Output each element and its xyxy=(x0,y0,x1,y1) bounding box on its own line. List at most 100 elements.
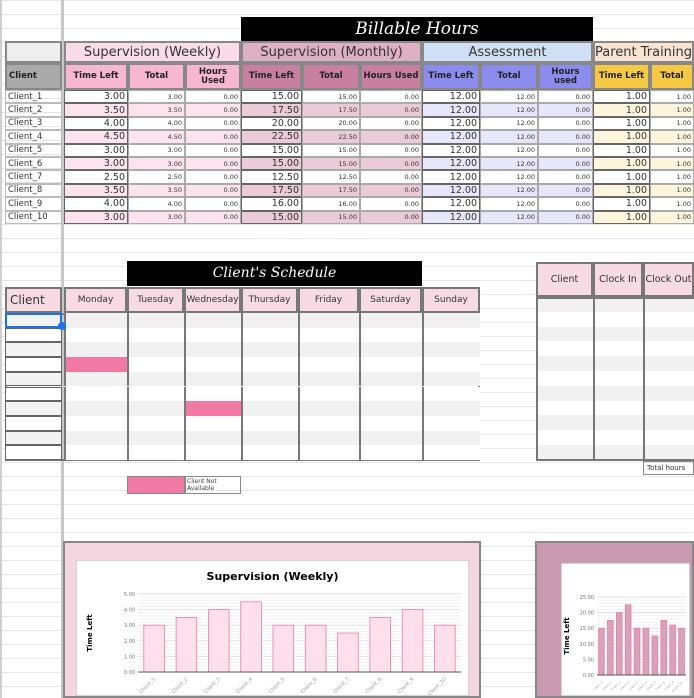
clock-cell[interactable] xyxy=(643,385,694,401)
frozen-column-divider[interactable] xyxy=(61,0,64,698)
value-cell[interactable]: 0.00 xyxy=(185,90,241,104)
schedule-slot[interactable] xyxy=(359,445,422,460)
schedule-slot[interactable] xyxy=(127,415,184,431)
column-header[interactable]: Time Left xyxy=(64,63,128,90)
schedule-slot[interactable] xyxy=(359,386,422,402)
value-cell[interactable]: 1.00 xyxy=(593,90,650,104)
value-cell[interactable]: 12.00 xyxy=(480,170,538,184)
value-cell[interactable]: 0.00 xyxy=(360,90,422,104)
value-cell[interactable]: 12.00 xyxy=(422,210,480,224)
value-cell[interactable]: 1.00 xyxy=(650,197,694,211)
schedule-slot[interactable] xyxy=(241,415,298,431)
schedule-slot[interactable] xyxy=(422,401,480,416)
schedule-slot[interactable] xyxy=(241,445,298,460)
schedule-slot[interactable] xyxy=(241,371,298,387)
schedule-slot[interactable] xyxy=(359,415,422,431)
client-name-cell[interactable]: Client_6 xyxy=(5,157,62,171)
value-cell[interactable]: 1.00 xyxy=(593,143,650,157)
day-header-wednesday[interactable]: Wednesday xyxy=(184,287,241,313)
value-cell[interactable]: 0.00 xyxy=(360,157,422,171)
schedule-client-cell[interactable] xyxy=(5,313,62,328)
schedule-slot[interactable] xyxy=(422,357,480,372)
value-cell[interactable]: 0.00 xyxy=(538,130,593,144)
schedule-slot[interactable] xyxy=(127,445,184,460)
value-cell[interactable]: 1.00 xyxy=(650,143,694,157)
schedule-slot[interactable] xyxy=(64,371,127,387)
selection-fill-handle[interactable] xyxy=(58,322,66,330)
clock-cell[interactable] xyxy=(593,430,643,445)
value-cell[interactable]: 0.00 xyxy=(538,90,593,104)
clock-cell[interactable] xyxy=(643,400,694,416)
schedule-slot[interactable] xyxy=(64,313,127,328)
value-cell[interactable]: 1.00 xyxy=(593,103,650,117)
schedule-slot[interactable] xyxy=(184,415,241,431)
total-hours-label[interactable]: Total hours xyxy=(643,461,694,475)
value-cell[interactable]: 12.00 xyxy=(422,143,480,157)
value-cell[interactable]: 3.50 xyxy=(128,183,185,198)
schedule-slot[interactable] xyxy=(298,386,359,402)
group-header[interactable]: Parent Training xyxy=(593,41,694,63)
chart-supervision-monthly[interactable]: 0.00 5.00 10.00 15.00 20.00 25.00 Time Left Cli… xyxy=(561,563,690,696)
group-header[interactable]: Supervision (Monthly) xyxy=(241,41,422,63)
schedule-slot[interactable] xyxy=(184,386,241,402)
clock-header[interactable]: Clock Out xyxy=(643,262,694,297)
value-cell[interactable]: 3.00 xyxy=(64,90,128,104)
schedule-slot[interactable] xyxy=(241,313,298,328)
schedule-slot[interactable] xyxy=(64,430,127,446)
schedule-slot[interactable] xyxy=(359,342,422,358)
schedule-slot[interactable] xyxy=(298,342,359,358)
value-cell[interactable]: 1.00 xyxy=(650,157,694,171)
schedule-client-cell[interactable] xyxy=(5,342,62,358)
schedule-slot[interactable] xyxy=(184,357,241,372)
column-header[interactable]: Time Left xyxy=(593,63,650,90)
value-cell[interactable]: 12.00 xyxy=(480,90,538,104)
schedule-slot[interactable] xyxy=(422,430,480,446)
value-cell[interactable]: 1.00 xyxy=(593,197,650,211)
client-name-cell[interactable]: Client_3 xyxy=(5,116,62,131)
client-name-cell[interactable]: Client_2 xyxy=(5,103,62,117)
column-header[interactable]: Time Left xyxy=(422,63,480,90)
value-cell[interactable]: 15.00 xyxy=(302,210,360,224)
value-cell[interactable]: 12.50 xyxy=(302,170,360,184)
value-cell[interactable]: 0.00 xyxy=(185,210,241,224)
value-cell[interactable]: 0.00 xyxy=(185,103,241,117)
value-cell[interactable]: 12.00 xyxy=(480,210,538,224)
value-cell[interactable]: 12.00 xyxy=(422,157,480,171)
schedule-slot[interactable] xyxy=(127,386,184,402)
schedule-slot[interactable] xyxy=(241,401,298,416)
value-cell[interactable]: 1.00 xyxy=(650,103,694,117)
value-cell[interactable]: 0.00 xyxy=(360,170,422,184)
schedule-slot[interactable] xyxy=(184,401,241,416)
value-cell[interactable]: 4.50 xyxy=(128,130,185,144)
value-cell[interactable]: 0.00 xyxy=(185,170,241,184)
schedule-slot[interactable] xyxy=(359,327,422,343)
day-header-tuesday[interactable]: Tuesday xyxy=(127,287,184,313)
day-header-monday[interactable]: Monday xyxy=(64,287,127,313)
group-header[interactable]: Assessment xyxy=(422,41,593,63)
value-cell[interactable]: 1.00 xyxy=(593,157,650,171)
value-cell[interactable]: 12.00 xyxy=(480,103,538,117)
value-cell[interactable]: 0.00 xyxy=(360,130,422,144)
value-cell[interactable]: 0.00 xyxy=(185,130,241,144)
value-cell[interactable]: 1.00 xyxy=(650,116,694,131)
schedule-slot[interactable] xyxy=(359,430,422,446)
value-cell[interactable]: 12.00 xyxy=(422,116,480,131)
clock-cell[interactable] xyxy=(643,371,694,386)
schedule-slot[interactable] xyxy=(64,401,127,416)
column-header[interactable]: Hours Used xyxy=(360,63,422,90)
schedule-slot[interactable] xyxy=(64,445,127,460)
schedule-slot[interactable] xyxy=(184,445,241,460)
value-cell[interactable]: 17.50 xyxy=(241,103,302,117)
clock-cell[interactable] xyxy=(593,371,643,386)
value-cell[interactable]: 15.00 xyxy=(241,157,302,171)
value-cell[interactable]: 1.00 xyxy=(593,116,650,131)
schedule-slot[interactable] xyxy=(359,357,422,372)
clock-cell[interactable] xyxy=(593,445,643,460)
day-header-sunday[interactable]: Sunday xyxy=(422,287,480,313)
schedule-slot[interactable] xyxy=(184,430,241,446)
schedule-client-header[interactable]: Client xyxy=(5,287,62,313)
value-cell[interactable]: 4.50 xyxy=(64,130,128,144)
clock-cell[interactable] xyxy=(643,356,694,371)
schedule-slot[interactable] xyxy=(127,371,184,387)
clock-cell[interactable] xyxy=(593,326,643,342)
